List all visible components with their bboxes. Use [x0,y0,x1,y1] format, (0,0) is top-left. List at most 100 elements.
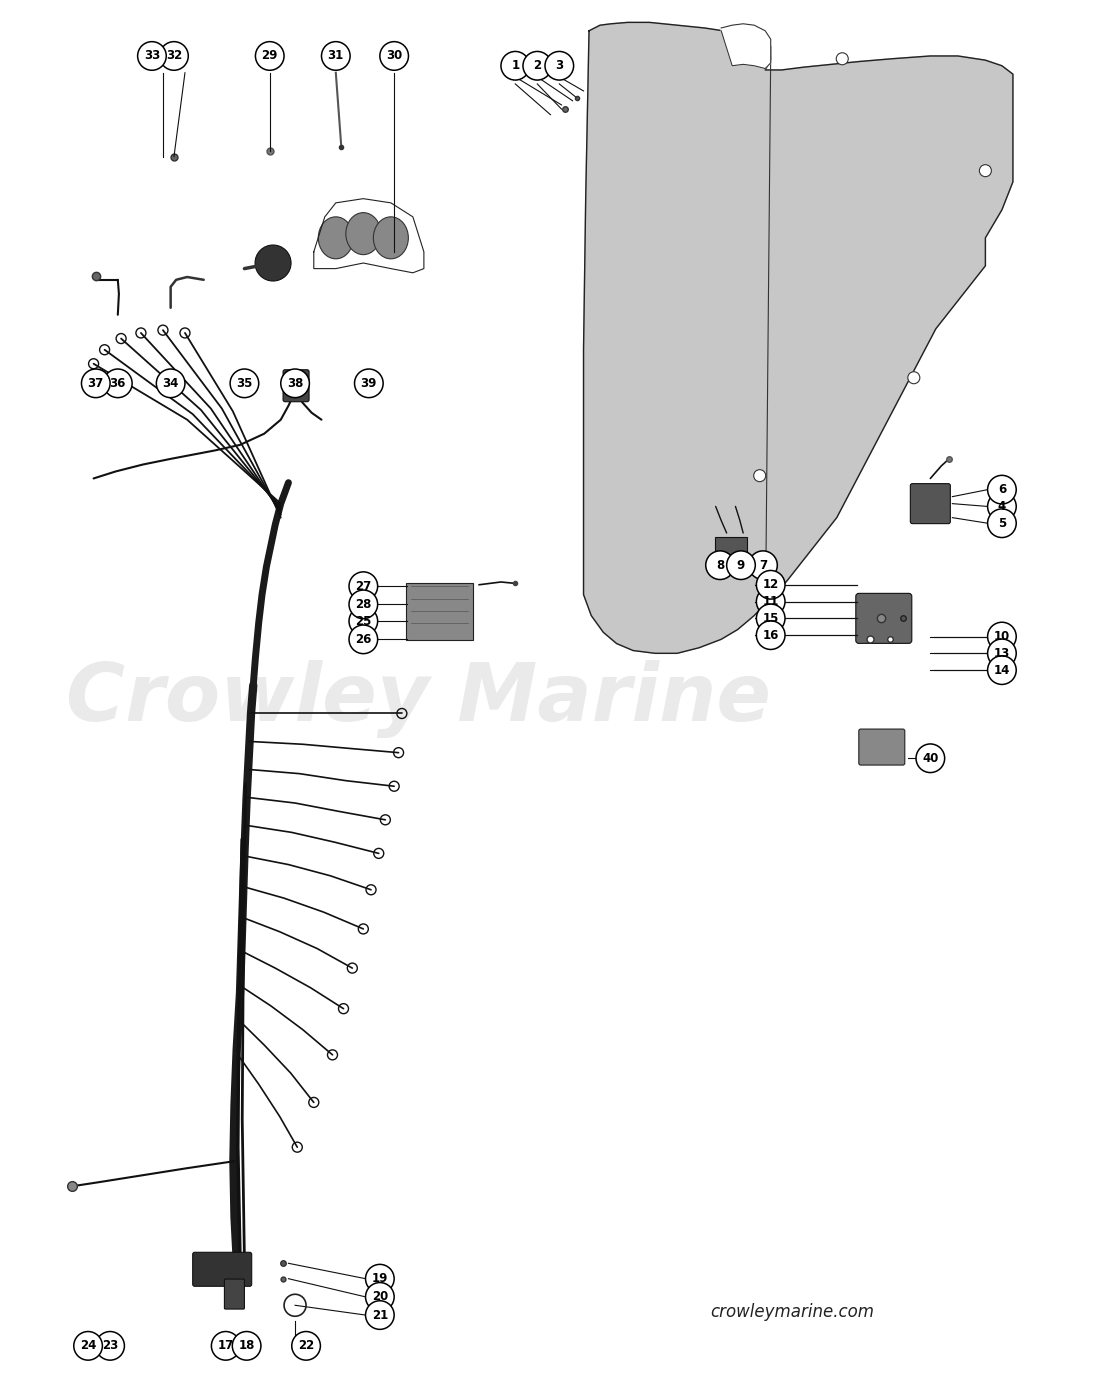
Circle shape [756,571,785,599]
Circle shape [501,52,530,80]
Circle shape [756,621,785,649]
Circle shape [211,1332,240,1360]
Text: 11: 11 [763,595,778,609]
Text: 40: 40 [923,751,938,765]
Circle shape [980,165,991,176]
Circle shape [545,52,574,80]
FancyBboxPatch shape [283,369,309,402]
Text: 21: 21 [372,1308,388,1322]
Circle shape [523,52,552,80]
Text: 16: 16 [763,628,778,642]
Circle shape [756,588,785,616]
Text: 37: 37 [88,376,103,390]
Text: 7: 7 [759,558,767,572]
FancyBboxPatch shape [406,583,473,641]
Circle shape [988,476,1016,504]
Text: 33: 33 [144,49,160,63]
FancyBboxPatch shape [225,1279,244,1309]
Circle shape [706,551,734,579]
Circle shape [727,551,755,579]
Text: 29: 29 [262,49,277,63]
Circle shape [988,639,1016,667]
Text: 15: 15 [763,611,778,625]
Text: Crowley Marine: Crowley Marine [66,660,771,739]
Circle shape [232,1332,261,1360]
Text: 28: 28 [356,597,371,611]
Text: 4: 4 [998,499,1006,513]
Circle shape [81,369,110,397]
Text: 14: 14 [994,663,1010,677]
Text: 23: 23 [102,1339,118,1353]
Circle shape [138,42,166,70]
Text: 13: 13 [994,646,1010,660]
Ellipse shape [373,217,408,259]
Text: 30: 30 [386,49,402,63]
Text: 24: 24 [80,1339,96,1353]
Circle shape [156,369,185,397]
FancyBboxPatch shape [855,593,912,644]
Circle shape [988,492,1016,520]
Circle shape [908,372,919,383]
Circle shape [749,551,777,579]
Text: 17: 17 [218,1339,233,1353]
Circle shape [255,42,284,70]
Ellipse shape [346,213,381,255]
Circle shape [366,1283,394,1311]
Circle shape [837,53,848,64]
Circle shape [754,470,765,481]
Circle shape [380,42,408,70]
Circle shape [96,1332,124,1360]
Text: 8: 8 [716,558,724,572]
Text: 35: 35 [237,376,252,390]
Circle shape [366,1301,394,1329]
Circle shape [349,625,378,653]
Text: 10: 10 [994,630,1010,644]
Circle shape [355,369,383,397]
Circle shape [349,590,378,618]
Circle shape [292,1332,320,1360]
FancyBboxPatch shape [716,537,748,562]
Circle shape [988,623,1016,651]
Text: 2: 2 [533,59,542,73]
Circle shape [255,245,291,281]
Text: 6: 6 [998,483,1006,497]
Text: 22: 22 [298,1339,314,1353]
Text: 18: 18 [239,1339,254,1353]
Text: 3: 3 [555,59,564,73]
Circle shape [988,656,1016,684]
Circle shape [321,42,350,70]
Text: 5: 5 [998,516,1006,530]
Circle shape [988,509,1016,537]
Text: 39: 39 [361,376,377,390]
FancyBboxPatch shape [911,484,950,523]
Text: 38: 38 [287,376,303,390]
Text: 31: 31 [328,49,344,63]
Circle shape [230,369,259,397]
Circle shape [366,1265,394,1293]
Text: 12: 12 [763,578,778,592]
Text: 26: 26 [356,632,371,646]
Text: 25: 25 [356,614,371,628]
Ellipse shape [318,217,353,259]
Polygon shape [584,22,1013,653]
Circle shape [349,572,378,600]
Text: 1: 1 [511,59,520,73]
FancyBboxPatch shape [859,729,905,765]
Text: 19: 19 [372,1272,388,1286]
Circle shape [756,604,785,632]
Polygon shape [721,24,771,69]
Text: 20: 20 [372,1290,388,1304]
Text: 27: 27 [356,579,371,593]
Text: 32: 32 [166,49,182,63]
Circle shape [281,369,309,397]
Text: 36: 36 [110,376,126,390]
Circle shape [74,1332,102,1360]
Circle shape [349,607,378,635]
Circle shape [160,42,188,70]
Circle shape [916,744,945,772]
Text: 34: 34 [163,376,178,390]
Circle shape [103,369,132,397]
Text: 9: 9 [737,558,745,572]
Text: crowleymarine.com: crowleymarine.com [711,1304,874,1321]
FancyBboxPatch shape [193,1252,252,1286]
